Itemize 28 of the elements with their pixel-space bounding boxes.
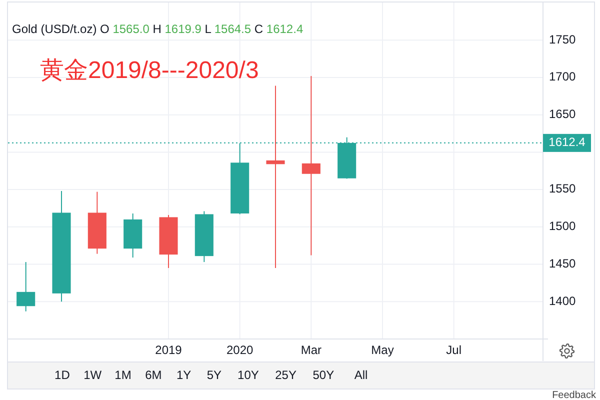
text: 黄金2019/8---2020/3 [40,57,259,84]
text: 25Y [275,368,296,382]
candlestick [16,262,36,312]
text: 1Y [176,368,192,382]
text: 10Y [238,368,259,382]
y-tick-label: 1650 [549,107,576,122]
x-tick-label: 2020 [226,343,254,358]
chart-title: Gold (USD/t.oz) O 1565.0 H 1619.9 L 1564.5 C 1612.4 [12,22,304,36]
y-tick-label: 1450 [549,256,576,270]
x-tick-label: May [371,343,394,358]
y-tick-label: 1750 [549,32,576,46]
y-tick-label: 1700 [549,70,576,84]
text: 1W [84,368,102,382]
x-tick-label: Mar [300,343,322,358]
y-tick-label: 1400 [549,294,576,308]
text: 50Y [312,368,334,382]
x-tick-label: Jul [446,343,462,358]
x-tick-label: 2019 [155,343,182,358]
text: 1D [54,368,70,382]
candlestick [266,85,285,269]
y-tick-label: 1500 [549,219,576,234]
text: 6M [145,368,162,382]
text: 5Y [206,368,222,382]
text: 1M [114,368,132,382]
ref-line-label: 1612.4 [548,135,586,150]
y-tick-label: 1550 [549,182,576,196]
text: All [354,368,368,382]
text: Feedback [552,390,597,400]
